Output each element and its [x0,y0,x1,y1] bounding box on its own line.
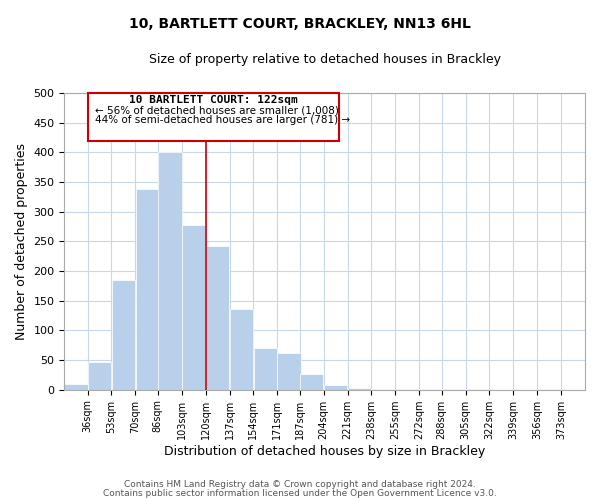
Text: ← 56% of detached houses are smaller (1,008): ← 56% of detached houses are smaller (1,… [95,106,338,116]
Bar [324,385,347,390]
Bar [371,388,395,390]
Bar [112,280,135,390]
Bar [206,246,229,390]
Bar [348,388,371,390]
Bar [230,309,253,390]
Y-axis label: Number of detached properties: Number of detached properties [15,143,28,340]
Text: 44% of semi-detached houses are larger (781) →: 44% of semi-detached houses are larger (… [95,116,350,126]
Bar [395,389,419,390]
Title: Size of property relative to detached houses in Brackley: Size of property relative to detached ho… [149,52,501,66]
Bar [300,374,323,390]
Bar [182,225,205,390]
Text: Contains HM Land Registry data © Crown copyright and database right 2024.: Contains HM Land Registry data © Crown c… [124,480,476,489]
Bar [158,152,182,390]
Bar [419,389,443,390]
Bar [538,388,561,390]
Bar [466,389,489,390]
X-axis label: Distribution of detached houses by size in Brackley: Distribution of detached houses by size … [164,444,485,458]
Bar [136,189,159,390]
Text: 10, BARTLETT COURT, BRACKLEY, NN13 6HL: 10, BARTLETT COURT, BRACKLEY, NN13 6HL [129,18,471,32]
Bar [442,389,466,390]
FancyBboxPatch shape [88,93,339,140]
Bar [88,362,111,390]
Bar [64,384,88,390]
Bar [277,353,301,390]
Bar [254,348,277,390]
Text: 10 BARTLETT COURT: 122sqm: 10 BARTLETT COURT: 122sqm [129,95,298,105]
Text: Contains public sector information licensed under the Open Government Licence v3: Contains public sector information licen… [103,488,497,498]
